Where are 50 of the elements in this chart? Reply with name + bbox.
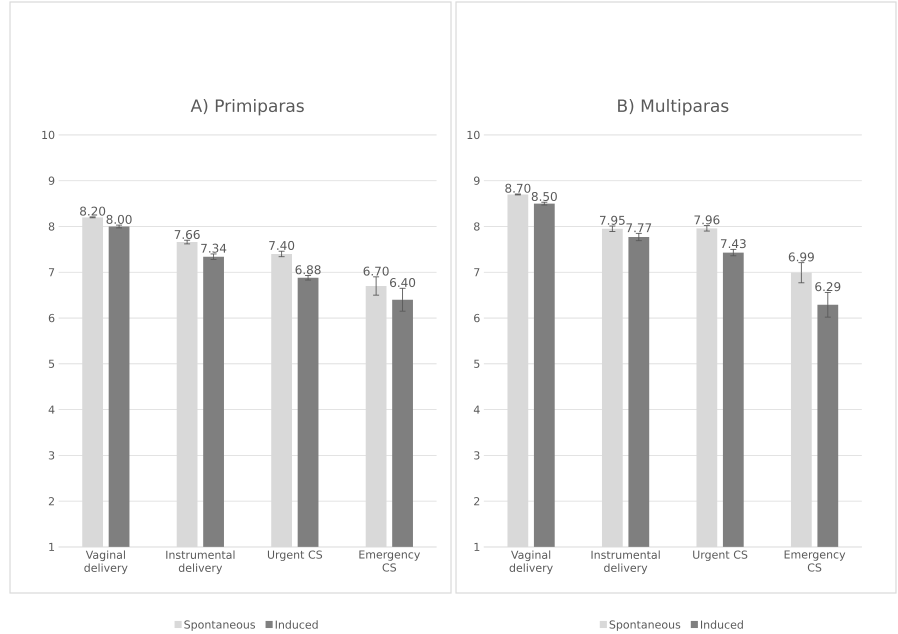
y-tick-label: 10 — [42, 130, 54, 140]
data-label: 7.40 — [269, 240, 294, 250]
y-tick-label: 10 — [468, 130, 480, 140]
y-tick-label: 4 — [48, 406, 54, 414]
legend-label: Spontaneous — [610, 620, 680, 631]
legend-label: Induced — [700, 620, 743, 629]
y-tick-label: 6 — [48, 314, 54, 322]
x-tick-label: Vaginal delivery — [84, 550, 128, 574]
x-tick-label: Urgent CS — [268, 550, 322, 561]
y-tick-label: 4 — [474, 406, 480, 414]
y-tick-label: 8 — [474, 222, 480, 231]
data-label: 7.66 — [174, 230, 200, 239]
y-tick-label: 1 — [474, 542, 480, 551]
data-label: 7.34 — [201, 244, 226, 253]
y-tick-label: 9 — [48, 176, 54, 185]
data-label: 7.77 — [626, 223, 652, 232]
data-label: 8.50 — [532, 192, 557, 201]
y-tick-label: 5 — [474, 360, 480, 368]
data-label: 6.99 — [788, 252, 814, 262]
x-tick-label: Emergency CS — [784, 550, 846, 572]
chart-title: B) Multiparas — [618, 98, 728, 116]
x-tick-label: Urgent CS — [693, 550, 748, 561]
y-tick-label: 3 — [474, 451, 480, 460]
data-label: 6.29 — [815, 282, 840, 292]
y-tick-label: 2 — [474, 497, 480, 506]
data-label: 6.40 — [390, 278, 416, 288]
y-tick-label: 6 — [474, 314, 480, 322]
y-tick-label: 7 — [48, 268, 54, 276]
legend-label: Spontaneous — [184, 620, 256, 631]
y-tick-label: 1 — [49, 542, 54, 551]
y-tick-label: 3 — [48, 451, 54, 460]
legend-label: Induced — [276, 620, 318, 629]
y-tick-label: 8 — [48, 222, 54, 231]
data-label: 8.00 — [106, 214, 132, 224]
data-label: 8.20 — [80, 206, 106, 216]
data-label: 6.88 — [296, 265, 321, 274]
x-tick-label: Instrumental delivery — [592, 550, 660, 574]
y-tick-label: 9 — [474, 176, 480, 185]
data-label: 6.70 — [364, 266, 389, 276]
chart-title: A) Primiparas — [190, 98, 304, 116]
y-tick-label: 5 — [48, 360, 54, 368]
x-tick-label: Vaginal delivery — [510, 550, 553, 574]
data-label: 7.95 — [600, 216, 625, 225]
data-label: 8.70 — [505, 184, 530, 193]
x-tick-label: Emergency CS — [359, 550, 420, 572]
data-label: 7.96 — [694, 215, 720, 224]
data-label: 7.43 — [720, 239, 746, 248]
y-tick-label: 7 — [474, 268, 480, 276]
x-tick-label: Instrumental delivery — [166, 550, 234, 574]
y-tick-label: 2 — [48, 497, 54, 506]
